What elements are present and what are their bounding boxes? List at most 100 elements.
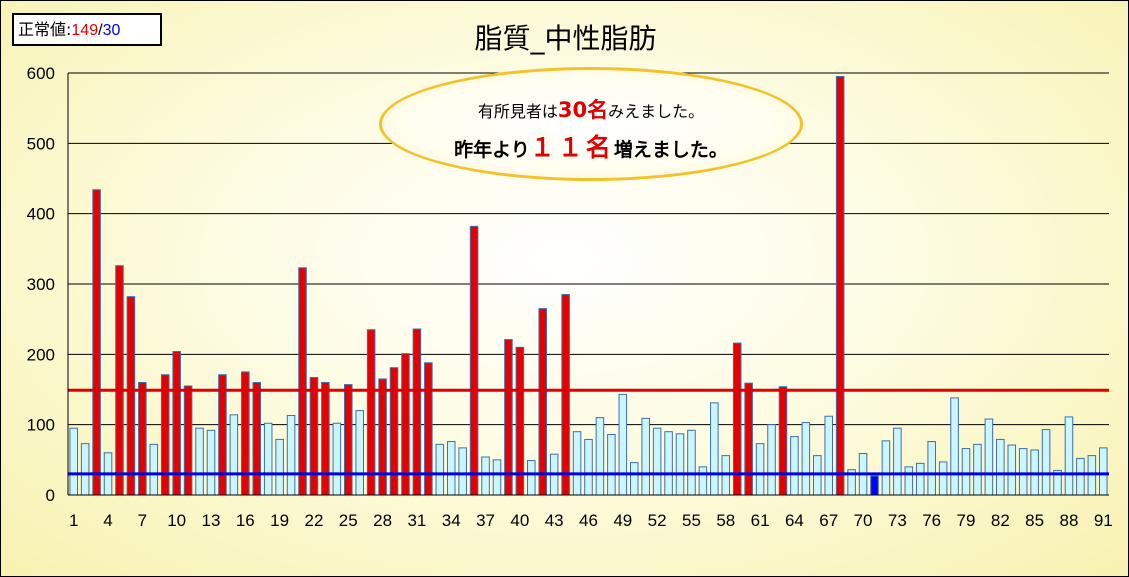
bar: [492, 459, 502, 496]
bar: [584, 438, 593, 496]
callout-line2-b: 増えました。: [613, 139, 728, 161]
bar: [893, 427, 902, 496]
x-tick-label: 34: [442, 511, 461, 530]
bar: [115, 265, 124, 496]
bar: [950, 397, 959, 496]
bar: [755, 443, 765, 496]
bar: [1076, 457, 1085, 496]
summary-callout: 有所見者は30名みえました。 昨年より１１名増えました。: [379, 67, 803, 181]
bar: [446, 441, 456, 496]
bar: [618, 393, 628, 496]
bar: [881, 440, 891, 496]
normal-range-separator: /: [98, 22, 103, 39]
bar: [675, 433, 685, 496]
bar: [915, 462, 925, 496]
bar: [561, 294, 570, 496]
callout-line1-b: みえました。: [608, 102, 705, 121]
x-tick-label: 88: [1060, 511, 1079, 530]
bar: [527, 460, 536, 496]
bar: [801, 422, 811, 496]
bar: [961, 448, 971, 496]
x-tick-label: 10: [167, 511, 186, 530]
bar: [481, 456, 490, 496]
x-tick-label: 70: [854, 511, 873, 530]
x-tick-label: 49: [613, 511, 632, 530]
bar: [732, 342, 742, 496]
bar: [641, 417, 650, 496]
x-tick-label: 79: [957, 511, 976, 530]
bar: [1064, 416, 1074, 496]
bar: [870, 475, 879, 496]
bar: [607, 434, 616, 496]
y-tick-label: 500: [27, 134, 55, 153]
bar: [652, 427, 662, 496]
normal-range-high: 149: [71, 22, 99, 39]
x-tick-label: 28: [373, 511, 392, 530]
bar: [92, 189, 101, 496]
bar: [332, 422, 342, 496]
bar: [984, 418, 994, 496]
x-tick-label: 7: [138, 511, 147, 530]
x-tick-labels: 1 4 7 10 13 16 19 22 25 28 31 34 37 40 43 46 49 52 55 58 61 6…: [69, 511, 1113, 530]
bar: [252, 381, 262, 496]
bar: [687, 429, 696, 496]
normal-range-low: 30: [102, 22, 121, 39]
bar: [1041, 429, 1051, 496]
x-tick-label: 52: [648, 511, 667, 530]
callout-line2-a: 昨年より: [454, 139, 530, 161]
bar: [389, 367, 399, 496]
x-tick-label: 91: [1094, 511, 1113, 530]
bar: [206, 429, 216, 496]
x-tick-label: 61: [751, 511, 770, 530]
bar: [69, 427, 78, 496]
x-tick-label: 13: [202, 511, 221, 530]
y-tick-label: 100: [27, 416, 55, 435]
bar: [149, 443, 159, 496]
x-tick-label: 4: [103, 511, 112, 530]
x-tick-label: 82: [991, 511, 1010, 530]
x-tick-label: 67: [819, 511, 838, 530]
chart-title: 脂質_中性脂肪: [474, 22, 657, 55]
bar: [195, 427, 204, 496]
bar: [744, 382, 753, 496]
bar: [343, 384, 353, 496]
bar: [996, 438, 1005, 496]
normal-range-label: 正常値:149/30: [12, 13, 162, 46]
bar: [412, 328, 422, 496]
bar: [263, 422, 273, 496]
bar: [366, 329, 376, 496]
callout-line2-emphasis: １１名: [529, 133, 614, 162]
x-tick-label: 76: [922, 511, 941, 530]
x-tick-label: 58: [716, 511, 735, 530]
bar: [767, 424, 776, 496]
bar: [698, 466, 708, 496]
x-tick-label: 31: [407, 511, 426, 530]
reference-lines: [68, 388, 1109, 476]
bar: [160, 374, 170, 496]
y-tick-label: 600: [27, 64, 55, 83]
bar: [469, 225, 479, 496]
bar: [973, 443, 982, 496]
bar: [1007, 444, 1017, 496]
axes: [67, 73, 1109, 496]
bar: [218, 374, 227, 496]
bar: [790, 436, 799, 496]
bar: [321, 381, 330, 496]
x-tick-label: 25: [339, 511, 358, 530]
callout-line1: 有所見者は30名みえました。: [382, 94, 800, 124]
x-tick-label: 16: [236, 511, 255, 530]
bar: [1099, 447, 1108, 496]
x-tick-label: 37: [476, 511, 495, 530]
bar: [778, 386, 788, 496]
bar: [286, 415, 296, 496]
bar: [824, 415, 834, 496]
callout-line1-emphasis: 30名: [557, 98, 609, 122]
x-tick-label: 73: [888, 511, 907, 530]
bar: [904, 466, 914, 496]
y-tick-label: 200: [27, 345, 55, 364]
bar: [435, 443, 445, 496]
bar: [710, 402, 719, 496]
bar: [378, 378, 387, 496]
